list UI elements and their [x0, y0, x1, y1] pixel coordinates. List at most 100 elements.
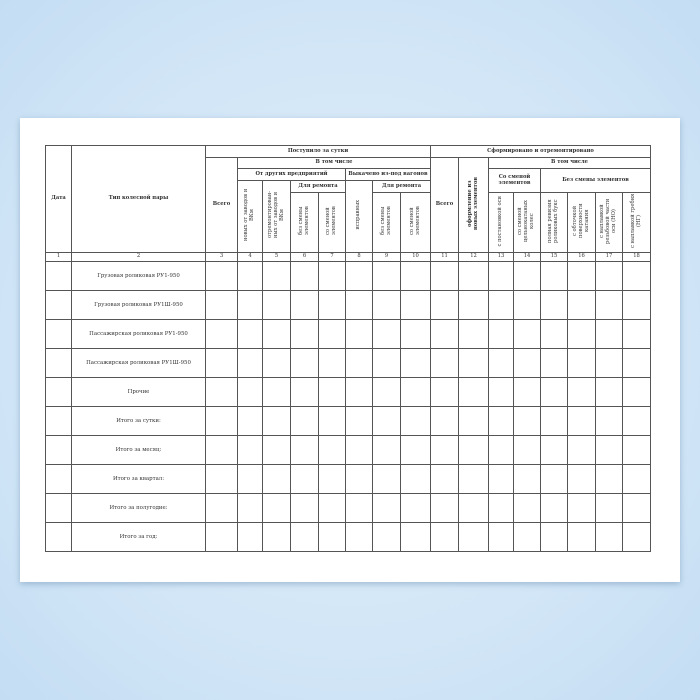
table-cell[interactable] — [595, 289, 624, 320]
table-cell[interactable] — [372, 347, 401, 378]
table-cell[interactable] — [262, 463, 291, 494]
table-cell[interactable] — [540, 260, 569, 291]
table-cell[interactable] — [622, 347, 652, 378]
table-cell[interactable] — [488, 260, 515, 291]
table-cell[interactable] — [318, 463, 346, 494]
table-cell[interactable] — [488, 318, 515, 349]
table-cell[interactable] — [540, 289, 569, 320]
table-cell[interactable] — [237, 318, 263, 349]
table-cell[interactable] — [567, 521, 597, 552]
table-cell[interactable] — [237, 521, 263, 552]
table-cell[interactable] — [567, 376, 597, 407]
table-cell[interactable] — [567, 405, 597, 436]
table-cell[interactable] — [237, 289, 263, 320]
table-cell[interactable] — [372, 434, 401, 465]
table-cell[interactable] — [237, 376, 263, 407]
table-cell[interactable] — [205, 434, 238, 465]
table-cell[interactable] — [595, 405, 624, 436]
table-cell[interactable] — [567, 318, 597, 349]
table-cell[interactable] — [318, 289, 346, 320]
table-cell[interactable] — [513, 318, 542, 349]
table-cell[interactable] — [290, 376, 319, 407]
table-cell[interactable] — [622, 492, 652, 523]
table-cell[interactable] — [262, 434, 291, 465]
table-cell[interactable] — [458, 260, 490, 291]
table-cell[interactable] — [318, 434, 346, 465]
table-cell[interactable] — [45, 376, 72, 407]
table-cell[interactable] — [513, 434, 542, 465]
table-cell[interactable] — [567, 434, 597, 465]
table-cell[interactable] — [237, 347, 263, 378]
table-cell[interactable] — [540, 434, 569, 465]
table-cell[interactable] — [262, 492, 291, 523]
table-cell[interactable] — [45, 463, 72, 494]
table-cell[interactable] — [205, 347, 238, 378]
table-cell[interactable] — [595, 376, 624, 407]
table-cell[interactable] — [318, 405, 346, 436]
table-cell[interactable] — [399, 318, 432, 349]
table-cell[interactable] — [262, 521, 291, 552]
table-cell[interactable] — [430, 318, 460, 349]
table-cell[interactable] — [430, 434, 460, 465]
table-cell[interactable] — [45, 260, 72, 291]
table-cell[interactable] — [45, 347, 72, 378]
table-cell[interactable] — [430, 492, 460, 523]
table-cell[interactable] — [622, 463, 652, 494]
table-cell[interactable] — [595, 260, 624, 291]
table-cell[interactable] — [488, 347, 515, 378]
table-cell[interactable] — [540, 347, 569, 378]
table-cell[interactable] — [205, 376, 238, 407]
table-cell[interactable] — [622, 289, 652, 320]
table-cell[interactable] — [345, 376, 373, 407]
table-cell[interactable] — [237, 463, 263, 494]
table-cell[interactable] — [372, 405, 401, 436]
table-cell[interactable] — [345, 347, 373, 378]
table-cell[interactable] — [567, 260, 597, 291]
table-cell[interactable] — [205, 405, 238, 436]
table-cell[interactable] — [372, 463, 401, 494]
table-cell[interactable] — [237, 405, 263, 436]
table-cell[interactable] — [458, 347, 490, 378]
table-cell[interactable] — [318, 521, 346, 552]
table-cell[interactable] — [430, 376, 460, 407]
table-cell[interactable] — [237, 260, 263, 291]
table-cell[interactable] — [290, 260, 319, 291]
table-cell[interactable] — [458, 289, 490, 320]
table-cell[interactable] — [513, 376, 542, 407]
table-cell[interactable] — [262, 347, 291, 378]
table-cell[interactable] — [488, 376, 515, 407]
table-cell[interactable] — [372, 521, 401, 552]
table-cell[interactable] — [290, 463, 319, 494]
table-cell[interactable] — [622, 405, 652, 436]
table-cell[interactable] — [345, 434, 373, 465]
table-cell[interactable] — [458, 405, 490, 436]
table-cell[interactable] — [430, 463, 460, 494]
table-cell[interactable] — [399, 521, 432, 552]
table-cell[interactable] — [399, 463, 432, 494]
table-cell[interactable] — [372, 260, 401, 291]
table-cell[interactable] — [540, 463, 569, 494]
table-cell[interactable] — [345, 521, 373, 552]
table-cell[interactable] — [513, 492, 542, 523]
table-cell[interactable] — [205, 289, 238, 320]
table-cell[interactable] — [622, 318, 652, 349]
table-cell[interactable] — [488, 492, 515, 523]
table-cell[interactable] — [262, 376, 291, 407]
table-cell[interactable] — [262, 405, 291, 436]
table-cell[interactable] — [318, 492, 346, 523]
table-cell[interactable] — [567, 289, 597, 320]
table-cell[interactable] — [372, 289, 401, 320]
table-cell[interactable] — [513, 260, 542, 291]
table-cell[interactable] — [540, 405, 569, 436]
table-cell[interactable] — [345, 260, 373, 291]
table-cell[interactable] — [458, 376, 490, 407]
table-cell[interactable] — [399, 492, 432, 523]
table-cell[interactable] — [290, 492, 319, 523]
table-cell[interactable] — [595, 318, 624, 349]
table-cell[interactable] — [399, 260, 432, 291]
table-cell[interactable] — [622, 434, 652, 465]
table-cell[interactable] — [237, 434, 263, 465]
table-cell[interactable] — [290, 289, 319, 320]
table-cell[interactable] — [318, 376, 346, 407]
table-cell[interactable] — [205, 463, 238, 494]
